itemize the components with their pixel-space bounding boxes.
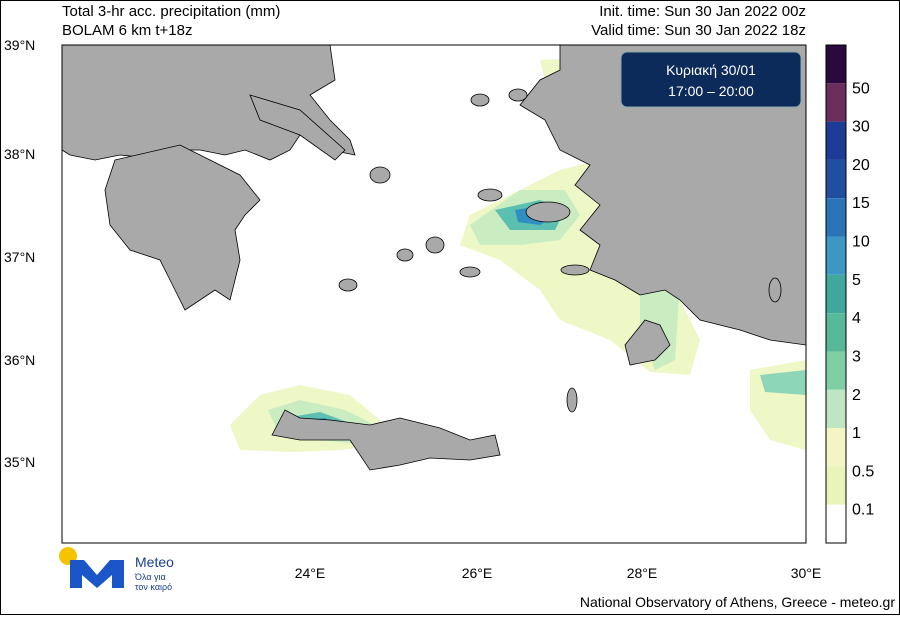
init-time: Init. time: Sun 30 Jan 2022 00z	[599, 3, 806, 20]
logo: Meteo Όλα για τον καιρό	[59, 547, 174, 592]
legend-swatch	[826, 83, 846, 122]
footer: National Observatory of Athens, Greece -…	[580, 594, 895, 610]
legend-swatch	[826, 466, 846, 505]
logo-tagline: Όλα για	[134, 572, 166, 582]
lon-label: 30°E	[791, 565, 822, 581]
legend-label: 10	[852, 234, 870, 251]
legend-label: 4	[852, 310, 861, 327]
legend-swatch	[826, 198, 846, 237]
lat-labels: 39°N 38°N 37°N 36°N 35°N	[4, 37, 35, 470]
legend-label: 50	[852, 80, 870, 97]
legend-swatch	[826, 159, 846, 199]
legend-swatch	[826, 504, 846, 543]
legend-swatch	[826, 121, 846, 160]
lat-label: 39°N	[4, 37, 35, 53]
legend-swatch	[826, 428, 846, 467]
legend-label: 0.1	[852, 502, 874, 519]
map: 39°N 38°N 37°N 36°N 35°N 24°E 26°E 28°E …	[4, 37, 821, 581]
legend-label: 1	[852, 425, 861, 442]
legend-swatch	[826, 389, 846, 429]
subtitle: BOLAM 6 km t+18z	[62, 22, 192, 39]
legend-label: 20	[852, 157, 870, 174]
legend-label: 5	[852, 272, 861, 289]
legend-swatch	[826, 274, 846, 314]
lon-labels: 24°E 26°E 28°E 30°E	[295, 565, 822, 581]
legend-label: 3	[852, 348, 861, 365]
land	[62, 45, 806, 471]
logo-name: Meteo	[135, 554, 174, 570]
logo-tagline: τον καιρό	[135, 582, 172, 592]
lat-label: 35°N	[4, 454, 35, 470]
lat-label: 36°N	[4, 352, 35, 368]
color-legend: 50 30 20 15 10 5 4 3 2 1 0.5 0.1	[825, 44, 874, 544]
legend-swatch	[826, 236, 846, 275]
legend-label: 2	[852, 387, 861, 404]
legend-swatch	[826, 45, 846, 84]
lon-label: 26°E	[462, 565, 493, 581]
lat-label: 38°N	[4, 146, 35, 162]
badge-day: Κυριακή 30/01	[666, 62, 756, 78]
legend-border	[825, 44, 847, 544]
time-badge: Κυριακή 30/01 17:00 – 20:00	[620, 51, 802, 108]
legend-label: 15	[852, 195, 870, 212]
legend-label: 0.5	[852, 463, 874, 480]
legend-label: 30	[852, 119, 870, 136]
legend-swatch	[826, 313, 846, 352]
legend-swatch	[826, 351, 846, 390]
lat-label: 37°N	[4, 249, 35, 265]
lon-label: 24°E	[295, 565, 326, 581]
lon-label: 28°E	[627, 565, 658, 581]
valid-time: Valid time: Sun 30 Jan 2022 18z	[591, 22, 806, 39]
badge-hours: 17:00 – 20:00	[668, 83, 754, 99]
title: Total 3-hr acc. precipitation (mm)	[62, 3, 280, 20]
